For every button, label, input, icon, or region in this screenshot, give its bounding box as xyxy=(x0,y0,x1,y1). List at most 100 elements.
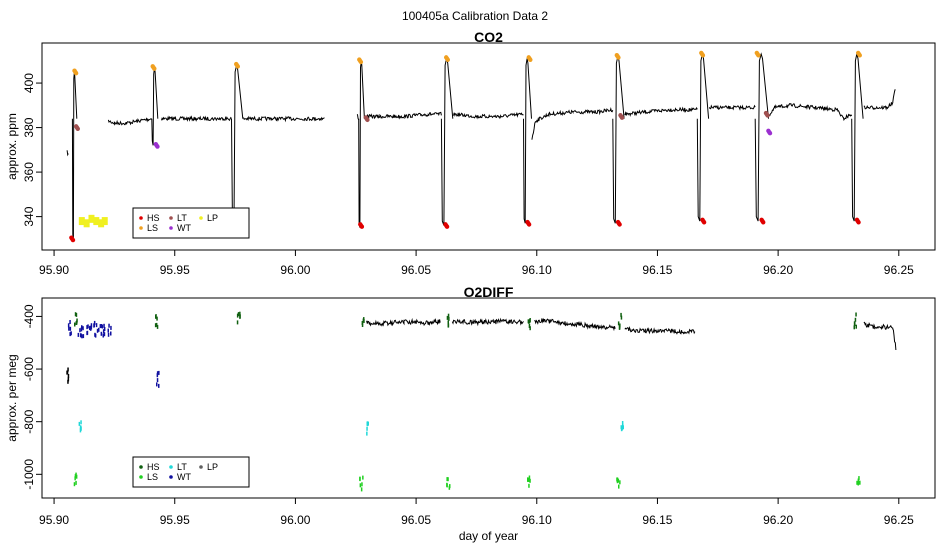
baseline-series xyxy=(624,106,698,117)
o2-point-LS xyxy=(362,475,364,480)
o2-point-WT xyxy=(158,370,160,375)
marker-LS xyxy=(152,66,157,71)
y-tick-label: -600 xyxy=(22,357,36,381)
o2-point-LS xyxy=(617,478,620,483)
o2-point-WT xyxy=(79,328,81,333)
o2-point-LS xyxy=(75,474,78,479)
o2-point-WT xyxy=(100,324,102,328)
marker-LP xyxy=(98,219,105,228)
o2-point-LS xyxy=(446,477,448,482)
baseline-series xyxy=(366,317,441,327)
legend-box xyxy=(132,456,250,488)
marker-HS xyxy=(856,220,861,225)
calibration-peak xyxy=(696,53,710,222)
o2-point-WT xyxy=(100,331,103,336)
o2-point-LS xyxy=(616,479,619,484)
o2-point-LT xyxy=(367,421,369,426)
marker-LS xyxy=(528,57,533,62)
o2-point-WT xyxy=(70,331,72,336)
o2-point-LS xyxy=(619,480,621,485)
y-tick-label: 380 xyxy=(22,117,36,137)
o2diff-panel: O2DIFF 95.90 95.95 96.00 96.05 96.10 96.15 96.2… xyxy=(5,284,936,543)
o2-point-WT xyxy=(69,326,72,331)
o2-point-WT xyxy=(99,324,102,329)
marker-LS xyxy=(700,53,706,58)
x-tick-label: 95.90 xyxy=(39,263,69,277)
x-tick-label: 95.95 xyxy=(160,513,190,527)
marker-LT xyxy=(765,113,770,118)
legend-label: LS xyxy=(147,223,158,233)
o2-point-WT xyxy=(82,326,84,331)
o2-point-LT xyxy=(366,426,368,431)
marker-WT xyxy=(155,144,160,149)
legend-swatch xyxy=(199,216,203,220)
o2-point-WT xyxy=(81,325,83,330)
o2-point-WT xyxy=(69,332,71,337)
o2-point-LS xyxy=(359,477,361,482)
o2-point-HS xyxy=(855,312,857,317)
o2-point-LT xyxy=(80,426,82,431)
baseline-series xyxy=(453,111,524,120)
o2-point-HS xyxy=(854,317,857,322)
o2-point-HS xyxy=(620,315,623,320)
o2-point-WT xyxy=(107,332,110,337)
o2-point-WT xyxy=(93,323,95,328)
o2-point-HS xyxy=(447,320,449,325)
o2-point-LS xyxy=(528,475,531,480)
x-tick-label: 96.00 xyxy=(280,513,310,527)
o2-point-WT xyxy=(86,325,88,330)
o2-point-WT xyxy=(80,327,83,332)
o2-point-HS xyxy=(447,313,450,318)
calibration-peak xyxy=(231,65,244,222)
calibration-peak xyxy=(754,52,769,222)
o2-point-LS xyxy=(359,483,362,488)
o2-point-LS xyxy=(446,483,448,488)
o2-point-HS xyxy=(854,321,856,326)
y-tick-label: -800 xyxy=(22,409,36,433)
y-tick-label: 400 xyxy=(22,73,36,93)
plot-frame xyxy=(41,297,936,499)
marker-LT xyxy=(619,115,625,120)
calibration-peak xyxy=(151,67,159,146)
x-tick-label: 96.00 xyxy=(280,263,310,277)
marker-LS xyxy=(857,53,862,58)
o2-point-WT xyxy=(79,333,82,338)
o2-point-LS xyxy=(74,476,76,481)
x-tick-label: 96.05 xyxy=(401,513,431,527)
marker-LS xyxy=(73,70,79,76)
o2-point-LS xyxy=(528,478,530,482)
baseline-series xyxy=(364,111,442,120)
o2-point-HS xyxy=(529,319,531,324)
x-tick-label: 96.10 xyxy=(522,263,552,277)
o2-point-LS xyxy=(529,478,531,483)
y-tick-label: 360 xyxy=(22,162,36,182)
marker-LP xyxy=(93,217,100,226)
o2-point-WT xyxy=(68,326,70,331)
o2-point-HS xyxy=(76,318,78,323)
panel-title: O2DIFF xyxy=(464,284,514,300)
legend-label: LP xyxy=(207,462,218,472)
x-tick-label: 96.20 xyxy=(763,263,793,277)
o2-point-WT xyxy=(103,323,105,328)
marker-LT xyxy=(75,126,80,131)
o2-point-WT xyxy=(110,325,112,330)
x-tick-label: 96.10 xyxy=(522,513,552,527)
o2-point-WT xyxy=(69,320,71,324)
y-axis-label: approx. ppm xyxy=(5,113,19,180)
legend-label: LS xyxy=(147,472,158,482)
calibration-peak xyxy=(851,53,864,222)
o2-point-WT xyxy=(102,333,104,338)
calibration-peak xyxy=(71,71,78,239)
x-axis-label: day of year xyxy=(459,529,518,543)
y-tick-label: -1000 xyxy=(22,459,36,490)
baseline-series xyxy=(66,150,69,157)
o2-point-WT xyxy=(156,382,158,387)
o2-point-HS xyxy=(855,324,857,329)
o2-point-WT xyxy=(103,327,106,331)
x-tick-label: 96.15 xyxy=(642,513,672,527)
o2-point-base xyxy=(67,367,69,372)
o2-point-LS xyxy=(447,477,449,482)
marker-LS xyxy=(358,59,364,65)
marker-HS xyxy=(617,222,622,227)
o2-point-LT xyxy=(366,422,369,427)
